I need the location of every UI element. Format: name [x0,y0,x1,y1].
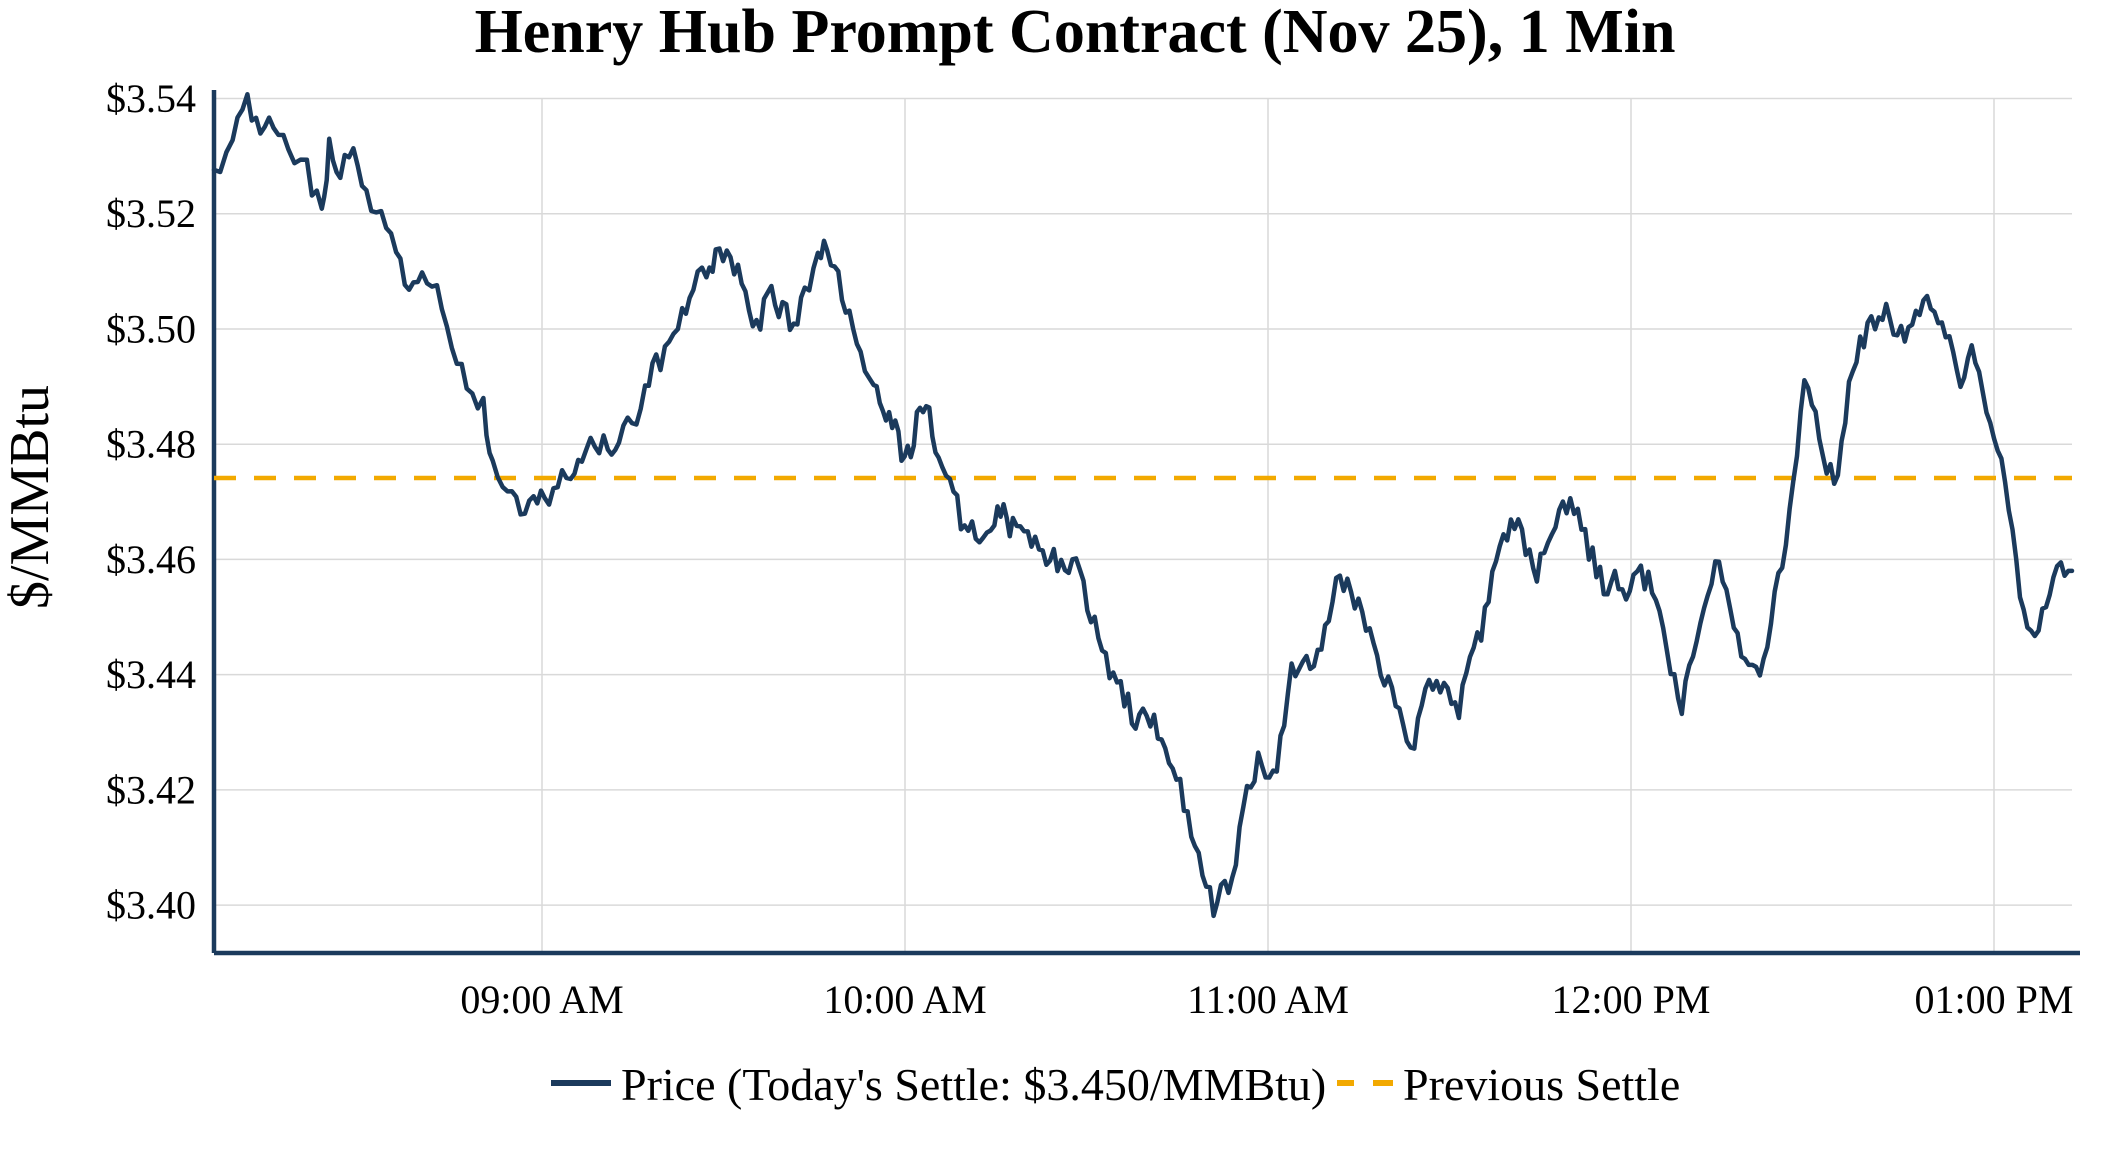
svg-text:$3.46: $3.46 [106,537,196,582]
svg-text:11:00 AM: 11:00 AM [1187,977,1349,1022]
svg-text:$3.54: $3.54 [106,76,196,121]
svg-text:09:00 AM: 09:00 AM [460,977,623,1022]
svg-text:$3.44: $3.44 [106,652,196,697]
svg-text:$/MMBtu: $/MMBtu [0,385,61,609]
svg-text:10:00 AM: 10:00 AM [823,977,986,1022]
svg-text:$3.40: $3.40 [106,883,196,928]
svg-text:Henry Hub Prompt Contract (Nov: Henry Hub Prompt Contract (Nov 25), 1 Mi… [475,0,1676,66]
svg-text:12:00 PM: 12:00 PM [1552,977,1711,1022]
svg-text:$3.52: $3.52 [106,191,196,236]
svg-text:$3.48: $3.48 [106,422,196,467]
svg-text:01:00 PM: 01:00 PM [1915,977,2074,1022]
svg-text:$3.42: $3.42 [106,767,196,812]
svg-text:Price (Today's Settle: $3.450/: Price (Today's Settle: $3.450/MMBtu) [621,1059,1326,1110]
svg-text:Previous Settle: Previous Settle [1403,1059,1680,1110]
svg-text:$3.50: $3.50 [106,307,196,352]
